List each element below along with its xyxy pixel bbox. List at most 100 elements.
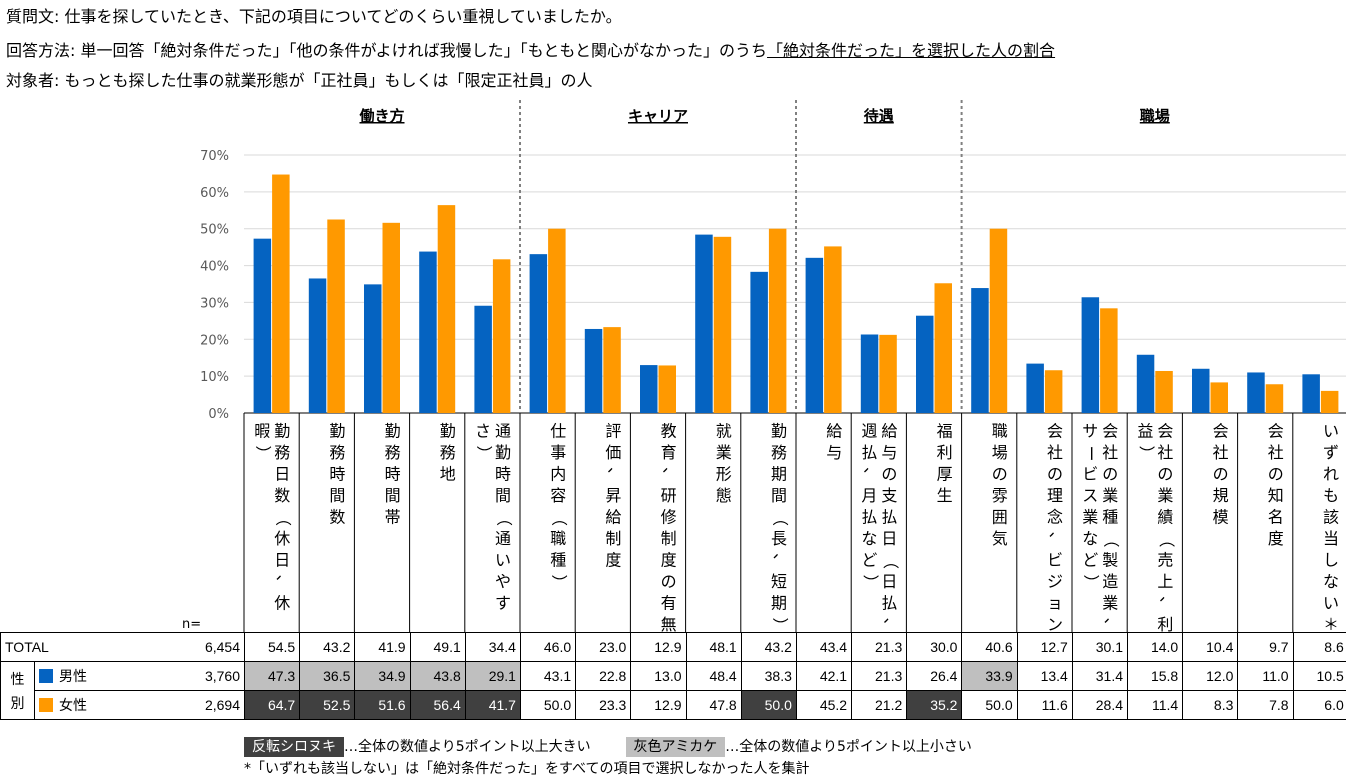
y-tick-label: 40% (200, 260, 229, 275)
category-label-char: い (1323, 422, 1339, 441)
category-label-char: 業 (716, 443, 732, 462)
value-cell: 41.9 (354, 632, 411, 662)
category-label-char: （ (771, 510, 790, 526)
category-label-char: 通 (495, 529, 511, 548)
bar-male (860, 334, 879, 413)
category-label-char: 週 (861, 422, 877, 441)
category-label-char: 績 (1157, 508, 1173, 527)
category-label-char: 間 (771, 486, 787, 505)
value-cell: 56.4 (409, 690, 466, 720)
value-cell: 50.0 (961, 690, 1018, 720)
category-label-char: な (1323, 572, 1339, 591)
category-label-char: ） (550, 574, 569, 590)
value-cell: 26.4 (906, 661, 963, 691)
category-label-char: 気 (992, 529, 1008, 548)
category-label-char: ） (254, 445, 273, 461)
value-cell: 36.5 (299, 661, 356, 691)
category-label-char: 社 (1268, 443, 1284, 462)
value-cell: 64.7 (244, 690, 301, 720)
category-label-char: 造 (1102, 572, 1118, 591)
category-label-char: 日 (274, 551, 290, 570)
bar-female (1155, 370, 1173, 413)
category-label-char: 該 (1323, 508, 1339, 527)
value-cell: 51.6 (354, 690, 411, 720)
category-label-char: 知 (1268, 486, 1284, 505)
value-cell: 11.4 (1127, 690, 1184, 720)
category-label-char: 務 (771, 443, 787, 462)
category-label-char: な (861, 529, 877, 548)
category-label-char: 、 (605, 467, 624, 483)
category-label-char: 勤 (329, 422, 345, 441)
category-label-char: 有 (661, 594, 677, 613)
category-label-char: 短 (771, 572, 787, 591)
y-tick-label: 20% (200, 333, 229, 348)
category-label-char: ず (1323, 443, 1339, 462)
category-label-char: 社 (1047, 443, 1063, 462)
bar-male (916, 315, 934, 413)
category-label-char: 払 (861, 508, 877, 527)
category-label-char: 社 (1157, 443, 1173, 462)
value-cell: 50.0 (740, 690, 797, 720)
category-label-char: 度 (605, 551, 621, 570)
category-label-char: 益 (1137, 422, 1153, 441)
bar-female (1044, 370, 1063, 413)
value-cell: 49.1 (409, 632, 466, 662)
category-label-char: 時 (495, 465, 511, 484)
value-cell: 12.7 (1016, 632, 1073, 662)
bar-male (695, 234, 713, 413)
category-label-char: 務 (385, 443, 401, 462)
category-label-char: 時 (385, 465, 401, 484)
value-cell: 23.3 (575, 690, 632, 720)
legend-swatch (39, 669, 53, 683)
value-cell: 8.3 (1182, 690, 1239, 720)
category-label-char: の (1102, 465, 1118, 484)
category-label-char: 場 (992, 443, 1008, 462)
category-label-char: ビ (1047, 551, 1063, 570)
bar-chart: 0%10%20%30%40%50%60%70%働き方 キャリア 待遇 職場勤務日数（休… (182, 100, 1346, 632)
category-label-char: （ (1157, 531, 1176, 547)
category-label-char: い (495, 551, 511, 570)
bar-male (253, 238, 272, 413)
category-label-char: の (1047, 465, 1063, 484)
category-label-char: や (495, 572, 511, 591)
category-label-char: す (495, 594, 511, 613)
category-label-char: れ (1323, 465, 1339, 484)
category-label-char: し (1323, 551, 1339, 570)
answer-method-highlight: 「絶対条件だった」を選択した人の割合 (767, 41, 1056, 60)
category-label-char: 間 (385, 486, 401, 505)
category-label-char: 研 (661, 486, 677, 505)
bar-female (658, 365, 676, 413)
category-label-char: 払 (861, 443, 877, 462)
legend-note: *「いずれも該当しない」は「絶対条件だった」をすべての項目で選択しなかった人を集… (244, 761, 810, 777)
category-label-char: も (1323, 486, 1339, 505)
category-label-char: の (661, 572, 677, 591)
bar-male (529, 254, 548, 413)
category-label-char: 会 (1157, 422, 1173, 441)
category-label-char: 休 (274, 529, 290, 548)
category-label-char: （ (550, 510, 569, 526)
legend-hi-text: …全体の数値より5ポイント以上大きい (344, 739, 591, 755)
category-label-char: 期 (771, 594, 787, 613)
value-cell: 9.7 (1237, 632, 1294, 662)
y-tick-label: 0% (208, 407, 229, 422)
category-label-char: の (1157, 465, 1173, 484)
value-cell: 21.3 (851, 661, 908, 691)
category-label-char: 厚 (937, 465, 953, 484)
category-label-char: 業 (1082, 508, 1098, 527)
value-cell: 54.5 (244, 632, 301, 662)
sample-size-cell: 6,454 (180, 632, 246, 662)
category-label-char: 与 (881, 443, 897, 462)
category-label-char: 間 (329, 486, 345, 505)
category-label-char: 勤 (771, 422, 787, 441)
bar-female (1265, 384, 1284, 413)
category-label-char: 社 (1213, 443, 1229, 462)
category-label-char: 会 (1102, 422, 1118, 441)
sample-size-cell: 2,694 (180, 690, 246, 720)
category-label-char: ど (861, 551, 877, 570)
bar-male (308, 278, 327, 413)
value-cell: 15.8 (1127, 661, 1184, 691)
category-label-char: 与 (826, 443, 842, 462)
category-label-char: （ (495, 510, 514, 526)
bar-female (879, 334, 897, 413)
category-label-char: 月 (861, 486, 877, 505)
